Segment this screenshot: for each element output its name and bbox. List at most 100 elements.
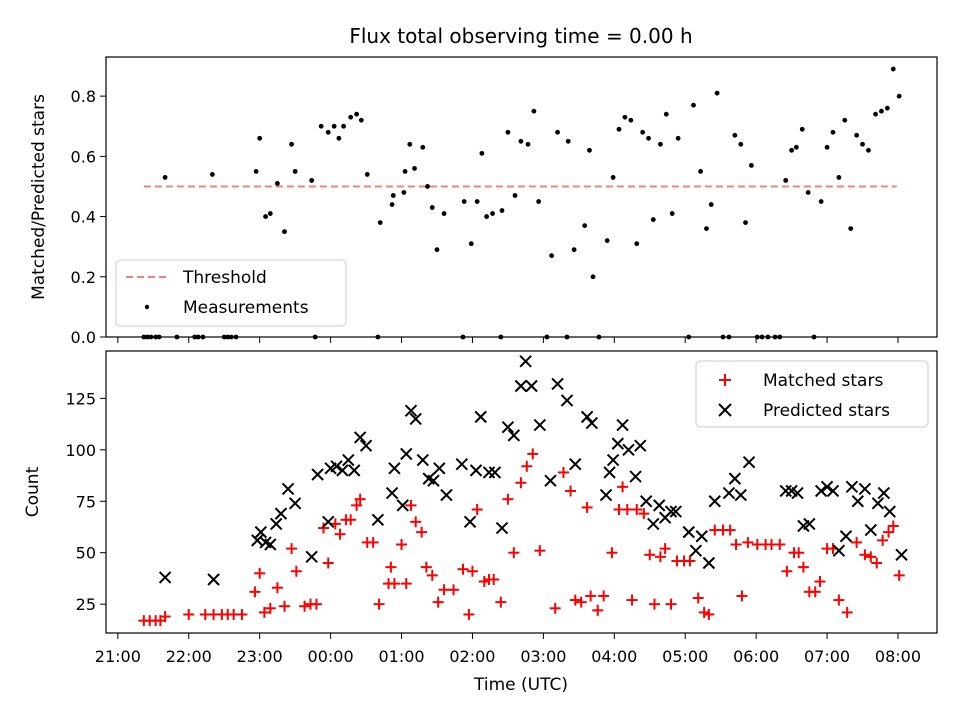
matched-star-point xyxy=(258,606,270,618)
measurement-point xyxy=(663,111,669,117)
measurement-point xyxy=(292,169,298,174)
predicted-star-point xyxy=(305,550,318,564)
predicted-star-point xyxy=(342,453,355,467)
measurement-point xyxy=(628,117,634,123)
predicted-star-point xyxy=(653,499,666,512)
predicted-star-point xyxy=(864,523,878,537)
predicted-star-point xyxy=(254,525,268,539)
measurement-point xyxy=(341,123,346,129)
measurement-point xyxy=(461,199,467,204)
predicted-star-point xyxy=(311,468,324,481)
measurement-point xyxy=(253,169,259,174)
measurement-point xyxy=(257,135,263,141)
matched-star-point xyxy=(236,608,248,620)
predicted-star-point xyxy=(682,525,695,539)
ratio-y-tick-label: 0.0 xyxy=(71,328,96,347)
matched-star-point xyxy=(286,543,298,555)
predicted-star-point xyxy=(791,486,804,500)
measurement-point xyxy=(866,147,871,153)
measurement-point xyxy=(640,129,646,135)
measurement-point xyxy=(434,247,440,253)
x-tick-label: 02:00 xyxy=(449,647,495,666)
matched-star-point xyxy=(871,557,883,569)
measurement-point xyxy=(848,226,854,232)
measurement-point xyxy=(318,123,324,129)
predicted-star-point xyxy=(353,431,367,444)
measurement-point xyxy=(263,214,268,219)
measurement-point xyxy=(789,147,795,153)
measurement-point xyxy=(860,141,865,147)
predicted-star-point xyxy=(495,521,509,535)
matched-star-point xyxy=(521,460,533,472)
matched-star-point xyxy=(736,590,748,602)
legend-matched-label: Matched stars xyxy=(763,371,883,391)
legend-predicted-swatch xyxy=(718,403,732,417)
predicted-star-point xyxy=(427,474,440,487)
matched-star-point xyxy=(575,596,587,608)
predicted-star-point xyxy=(622,443,635,457)
predicted-star-point xyxy=(664,505,678,518)
ratio-legend: Threshold Measurements xyxy=(115,259,347,327)
predicted-star-point xyxy=(883,505,896,518)
ratio-y-tick-label: 0.6 xyxy=(71,147,96,166)
predicted-star-point xyxy=(551,377,564,391)
predicted-star-point xyxy=(742,455,756,469)
predicted-star-point xyxy=(469,464,483,477)
measurement-point xyxy=(325,129,331,135)
predicted-star-point xyxy=(826,484,840,498)
predicted-star-point xyxy=(281,482,295,496)
predicted-star-point xyxy=(832,544,846,557)
measurement-point xyxy=(565,138,571,144)
count-legend: Matched stars Predicted stars xyxy=(695,360,929,428)
matched-star-point xyxy=(405,499,417,511)
predicted-star-point xyxy=(877,486,891,500)
predicted-star-point xyxy=(433,462,446,475)
count-y-axis-label: Count xyxy=(23,466,43,517)
measurement-point xyxy=(854,132,860,138)
x-tick-label: 23:00 xyxy=(237,647,283,666)
matched-star-point xyxy=(159,611,171,623)
predicted-star-point xyxy=(400,447,413,461)
matched-star-point xyxy=(654,551,666,563)
predicted-star-point xyxy=(560,394,574,407)
matched-star-point xyxy=(851,536,863,548)
measurement-point xyxy=(590,274,596,280)
measurement-point xyxy=(622,114,628,120)
matched-star-point xyxy=(416,526,428,538)
measurement-point xyxy=(390,193,396,198)
matched-star-point xyxy=(598,590,610,602)
measurement-point xyxy=(799,126,805,132)
matched-star-point xyxy=(508,547,520,559)
matched-star-point xyxy=(841,606,853,618)
predicted-star-point xyxy=(440,488,453,502)
measurement-point xyxy=(587,147,592,153)
measurement-point xyxy=(890,66,896,72)
matched-star-point xyxy=(549,602,561,614)
measurement-point xyxy=(358,117,364,123)
matched-star-point xyxy=(271,582,283,594)
measurement-point xyxy=(873,111,878,117)
predicted-star-point xyxy=(544,474,557,487)
predicted-star-point xyxy=(611,437,625,450)
measurement-point xyxy=(708,202,714,207)
predicted-star-point xyxy=(359,439,373,452)
predicted-star-point xyxy=(525,379,538,393)
matched-star-point xyxy=(692,592,704,604)
measurement-point xyxy=(407,141,413,147)
predicted-star-point xyxy=(871,497,885,510)
legend-measurements-label: Measurements xyxy=(183,298,309,318)
predicted-star-point xyxy=(689,544,703,557)
measurement-point xyxy=(162,175,168,180)
predicted-star-point xyxy=(569,458,582,471)
x-tick-label: 21:00 xyxy=(95,647,141,666)
matched-star-point xyxy=(742,536,754,548)
predicted-star-point xyxy=(264,538,277,551)
measurement-point xyxy=(412,165,417,171)
matched-star-point xyxy=(385,561,397,573)
measurement-point xyxy=(209,172,215,177)
measurement-point xyxy=(468,241,474,247)
predicted-star-point xyxy=(839,530,853,543)
measurement-point xyxy=(309,178,315,183)
measurement-point xyxy=(691,102,696,108)
measurement-point xyxy=(604,238,610,244)
